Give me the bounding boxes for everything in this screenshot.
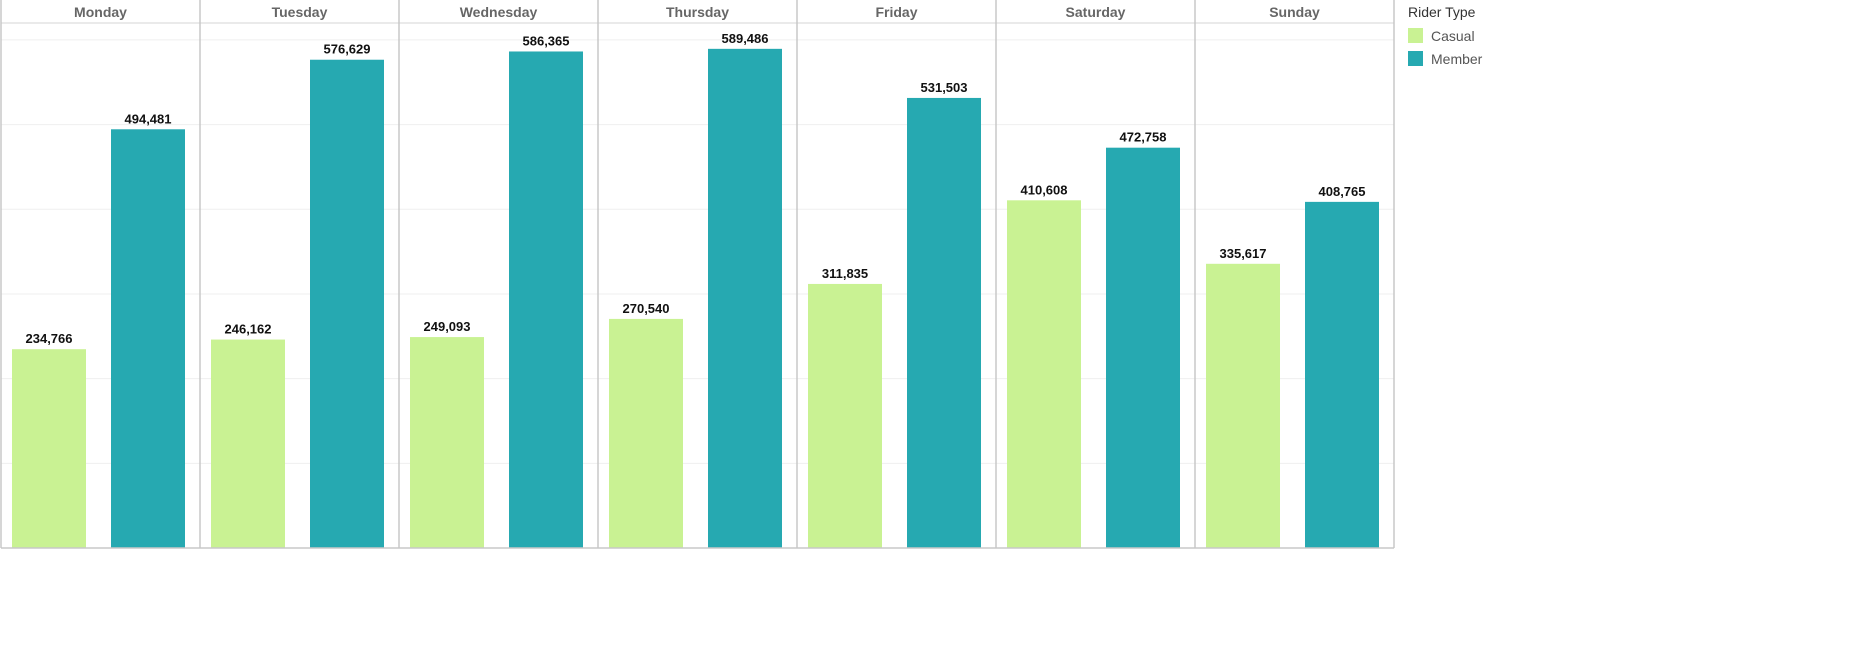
day-header-tuesday: Tuesday (272, 4, 328, 20)
legend-title: Rider Type (1408, 4, 1476, 20)
data-label-member-friday: 531,503 (921, 80, 968, 95)
legend-item-member[interactable]: Member (1408, 47, 1482, 70)
bar-chart: Monday 234,766 494,481 Tuesday 246,162 576,62… (0, 0, 1395, 549)
legend-label-member: Member (1431, 50, 1483, 67)
bar-casual-tuesday (211, 339, 285, 548)
data-label-casual-sunday: 335,617 (1220, 246, 1267, 261)
bar-member-friday (907, 97, 981, 548)
data-label-casual-monday: 234,766 (26, 331, 73, 346)
bar-member-wednesday (509, 51, 583, 548)
legend-label-casual: Casual (1431, 27, 1475, 44)
data-label-member-wednesday: 586,365 (523, 33, 570, 48)
data-label-casual-saturday: 410,608 (1021, 182, 1068, 197)
day-header-wednesday: Wednesday (460, 4, 538, 20)
data-label-member-tuesday: 576,629 (324, 42, 371, 57)
bar-casual-saturday (1007, 200, 1081, 548)
bar-casual-monday (12, 349, 86, 548)
data-label-member-monday: 494,481 (125, 111, 172, 126)
day-header-thursday: Thursday (666, 4, 729, 20)
legend-item-casual[interactable]: Casual (1408, 24, 1482, 47)
legend-swatch-member (1408, 51, 1423, 66)
data-label-casual-wednesday: 249,093 (424, 319, 471, 334)
day-header-sunday: Sunday (1269, 4, 1320, 20)
bar-member-monday (111, 129, 185, 548)
bar-member-saturday (1106, 147, 1180, 548)
bar-casual-wednesday (410, 337, 484, 548)
data-label-casual-tuesday: 246,162 (225, 322, 272, 337)
bar-member-thursday (708, 48, 782, 548)
day-header-saturday: Saturday (1066, 4, 1126, 20)
data-label-casual-friday: 311,835 (822, 266, 868, 281)
data-label-member-thursday: 589,486 (722, 31, 769, 46)
day-header-monday: Monday (74, 4, 127, 20)
data-label-member-sunday: 408,765 (1319, 184, 1366, 199)
data-label-casual-thursday: 270,540 (623, 301, 670, 316)
legend-swatch-casual (1408, 28, 1423, 43)
day-header-friday: Friday (875, 4, 917, 20)
bar-casual-thursday (609, 318, 683, 548)
bar-member-sunday (1305, 201, 1379, 548)
bar-casual-friday (808, 283, 882, 548)
legend: Rider Type Casual Member (1408, 4, 1482, 70)
bar-member-tuesday (310, 59, 384, 549)
data-label-member-saturday: 472,758 (1120, 130, 1167, 145)
bar-casual-sunday (1206, 263, 1280, 548)
